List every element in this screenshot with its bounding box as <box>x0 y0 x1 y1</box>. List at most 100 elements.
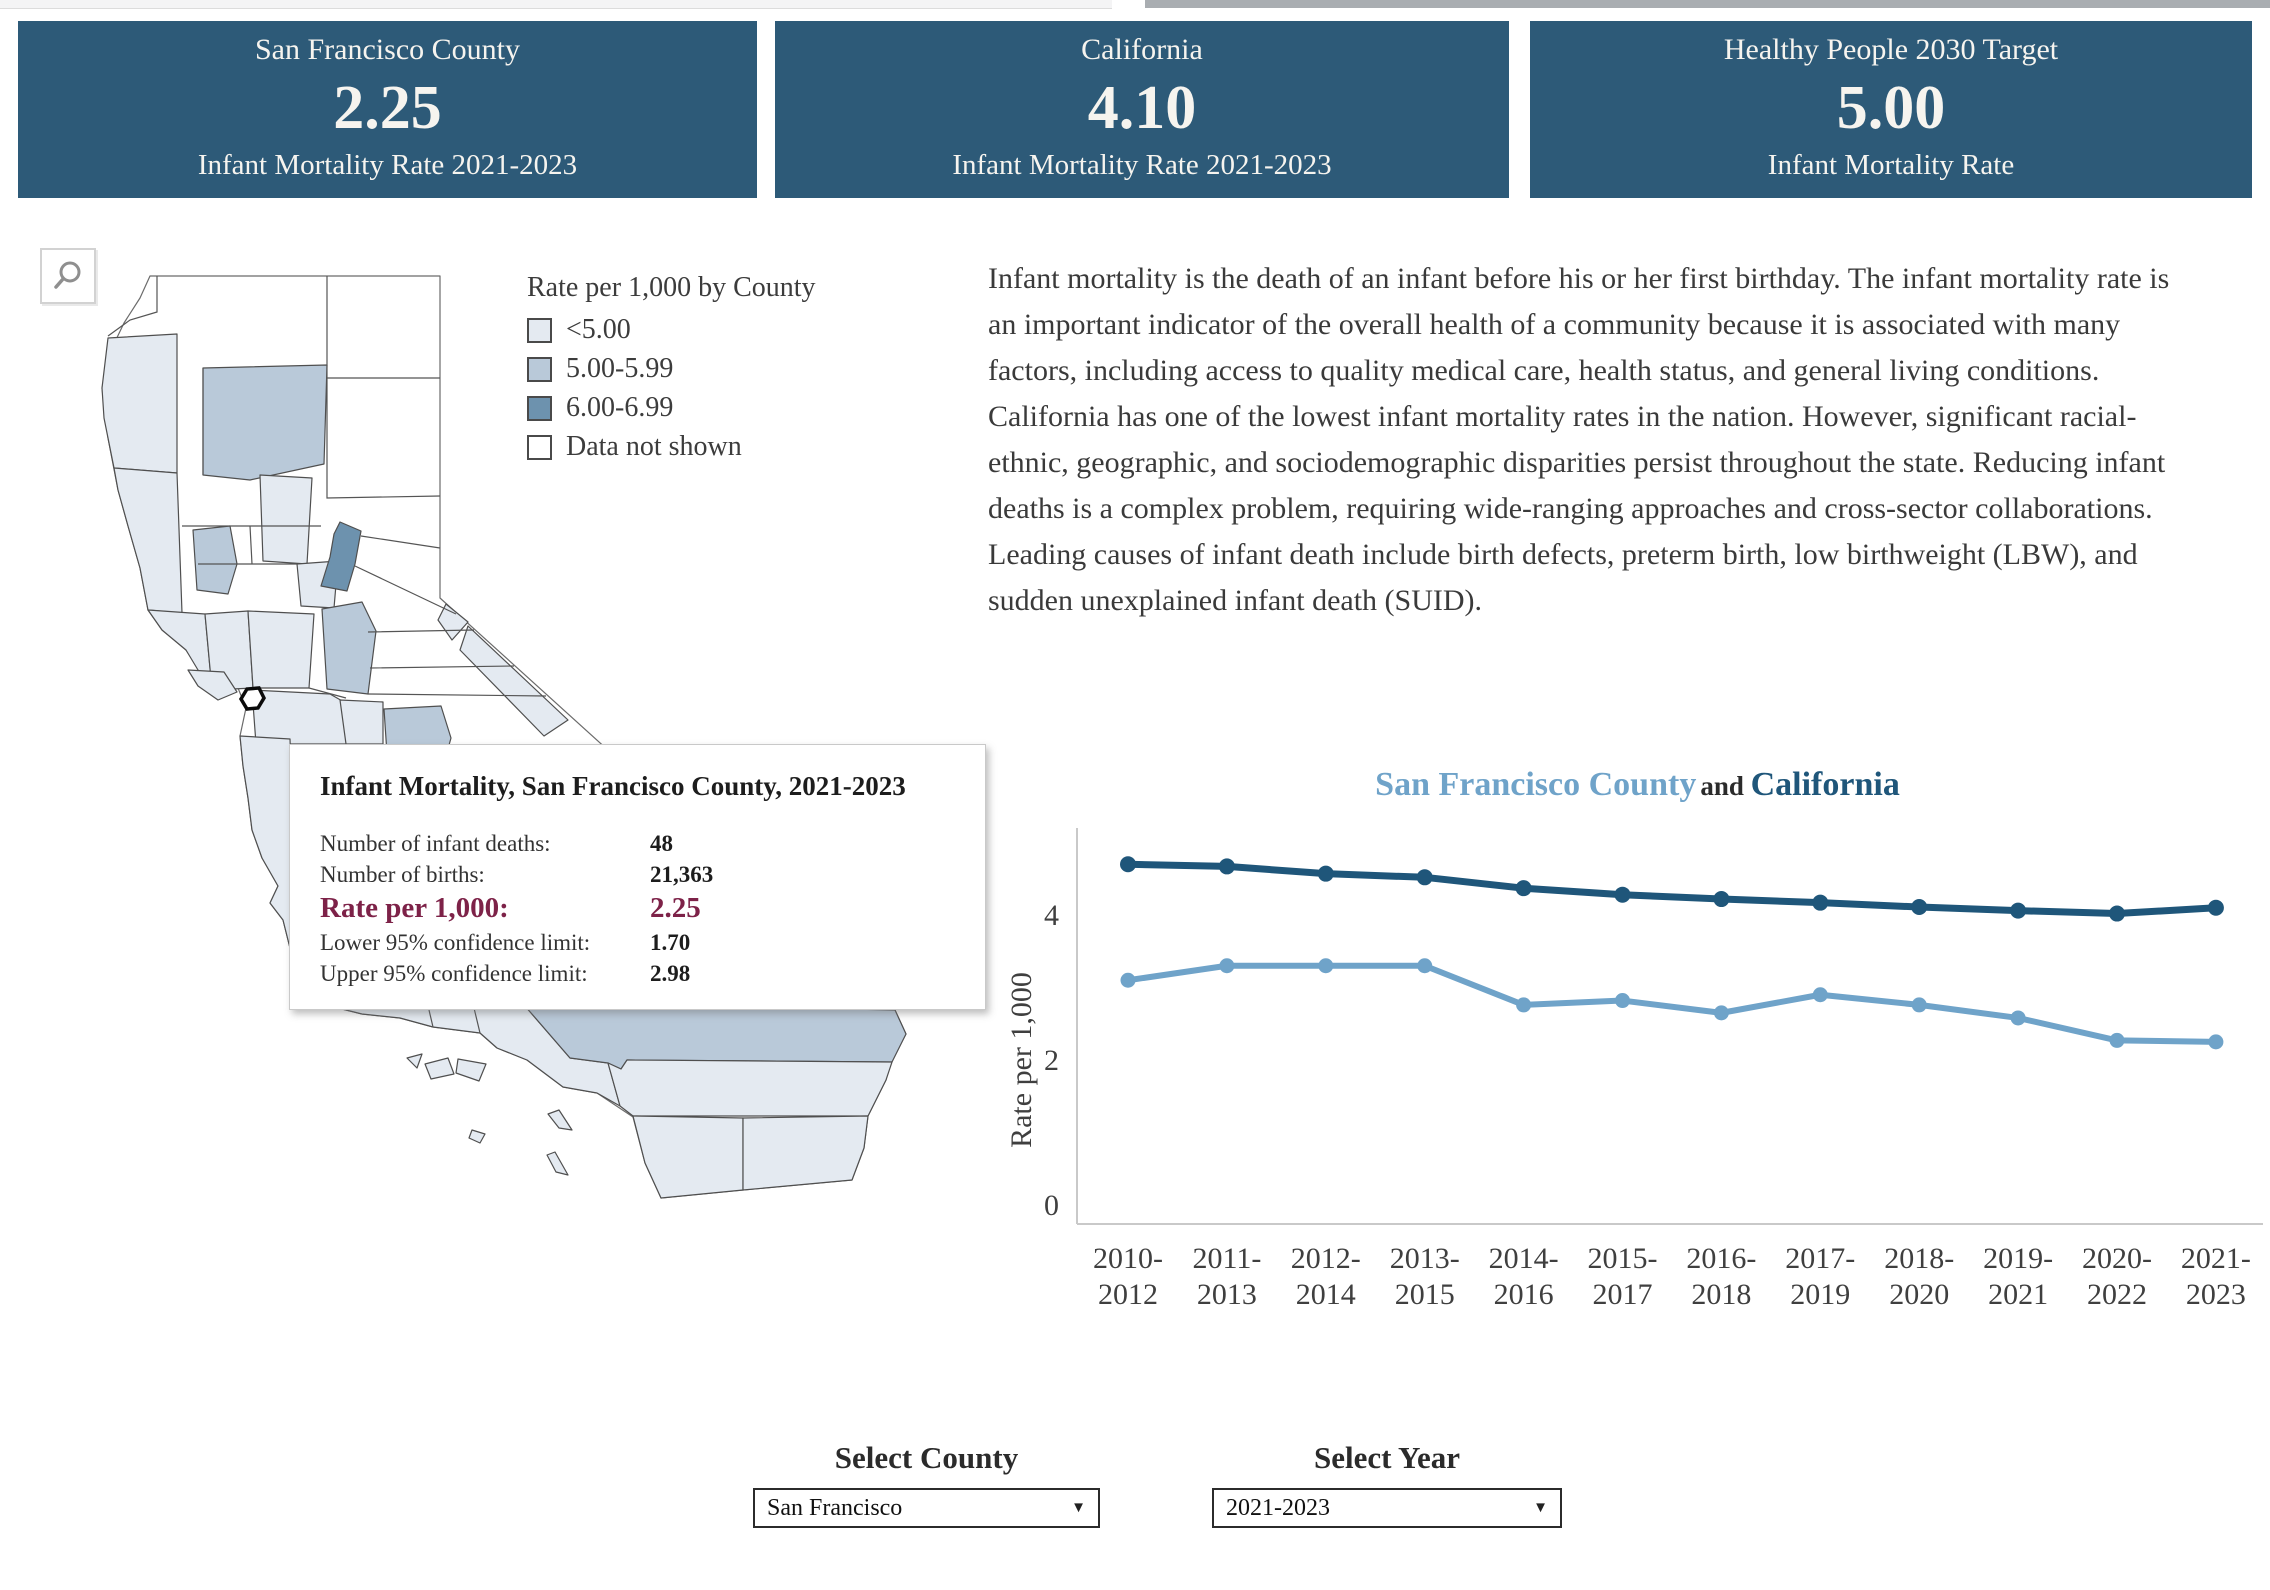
y-tick-label: 0 <box>1044 1189 1059 1222</box>
county-shape[interactable] <box>546 1151 569 1176</box>
county-shape[interactable] <box>202 364 328 481</box>
top-scroll-strip-right[interactable] <box>1145 0 2270 8</box>
tooltip-row-value: 48 <box>650 831 673 856</box>
x-tick-label: 2018-2020 <box>1884 1242 1954 1311</box>
description-text: Infant mortality is the death of an infa… <box>988 262 2170 617</box>
county-shape[interactable] <box>547 1109 573 1131</box>
data-point-california[interactable] <box>1218 858 1235 875</box>
data-point-california[interactable] <box>2010 902 2027 919</box>
legend-item[interactable]: 6.00-6.99 <box>527 392 816 424</box>
data-point-san-francisco[interactable] <box>2109 1032 2125 1048</box>
data-point-california[interactable] <box>1515 880 1532 897</box>
data-point-san-francisco[interactable] <box>1219 958 1235 974</box>
county-shape[interactable] <box>607 1059 893 1117</box>
data-point-california[interactable] <box>1911 899 1928 916</box>
data-point-san-francisco[interactable] <box>1713 1005 1729 1021</box>
tooltip-row: Number of infant deaths: 48 <box>320 828 955 859</box>
select-year-label: Select Year <box>1313 1440 1461 1475</box>
select-county-label: Select County <box>834 1440 1019 1475</box>
tooltip-row-label: Upper 95% confidence limit: <box>320 961 588 986</box>
trend-line-chart: 0 2 4 Rate per 1,000 2010-2012 2011-2013 2012-… <box>1005 828 2263 1311</box>
kpi-subtitle: Infant Mortality Rate 2021-2023 <box>197 149 578 181</box>
county-san-francisco-selected[interactable] <box>238 686 266 711</box>
data-point-san-francisco[interactable] <box>1120 972 1136 988</box>
y-tick-label: 4 <box>1044 899 1059 932</box>
chart-title: San Francisco County and California <box>1005 766 2270 804</box>
county-shape[interactable] <box>339 699 384 745</box>
county-shape[interactable] <box>259 474 313 565</box>
select-year-dropdown[interactable]: 2021-2023 ▼ <box>1212 1488 1562 1528</box>
county-shape[interactable] <box>632 1115 744 1199</box>
y-axis-title: Rate per 1,000 <box>1005 972 1038 1148</box>
kpi-card-california: California 4.10 Infant Mortality Rate 20… <box>775 21 1509 198</box>
county-shape[interactable] <box>459 625 569 737</box>
x-tick-label: 2017-2019 <box>1785 1242 1855 1311</box>
data-point-san-francisco[interactable] <box>1911 997 1927 1013</box>
data-point-california[interactable] <box>2207 899 2224 916</box>
county-shape[interactable] <box>101 333 178 474</box>
y-tick-label: 2 <box>1044 1044 1059 1077</box>
data-point-san-francisco[interactable] <box>1516 997 1532 1013</box>
top-scroll-strip-left <box>0 0 1112 9</box>
county-shape[interactable] <box>113 467 183 614</box>
data-point-san-francisco[interactable] <box>1812 987 1828 1003</box>
county-shape[interactable] <box>187 669 238 701</box>
tooltip-row: Number of births: 21,363 <box>320 859 955 890</box>
kpi-subtitle: Infant Mortality Rate <box>1767 149 2015 181</box>
select-county-dropdown[interactable]: San Francisco ▼ <box>753 1488 1100 1528</box>
tooltip-row-label: Number of infant deaths: <box>320 831 551 856</box>
county-shape[interactable] <box>247 610 315 689</box>
data-point-california[interactable] <box>1120 856 1136 873</box>
data-point-california[interactable] <box>1713 891 1730 908</box>
chart-title-county: San Francisco County <box>1375 766 1697 803</box>
tooltip-row-value: 1.70 <box>650 930 691 955</box>
data-point-san-francisco[interactable] <box>2010 1010 2026 1026</box>
chevron-down-icon: ▼ <box>1533 1499 1548 1516</box>
map-legend-title: Rate per 1,000 by County <box>527 272 816 303</box>
county-shape[interactable] <box>406 1053 423 1069</box>
data-point-california[interactable] <box>1416 869 1433 886</box>
kpi-title: San Francisco County <box>255 33 520 66</box>
x-tick-label: 2020-2022 <box>2082 1242 2152 1311</box>
x-tick-label: 2013-2015 <box>1390 1242 1460 1311</box>
county-shape[interactable] <box>468 1129 486 1144</box>
x-tick-label: 2019-2021 <box>1983 1242 2053 1311</box>
legend-item[interactable]: Data not shown <box>527 431 816 463</box>
data-point-san-francisco[interactable] <box>1318 958 1334 974</box>
chart-title-and: and <box>1700 771 1744 801</box>
data-point-california[interactable] <box>1317 865 1334 882</box>
data-point-california[interactable] <box>1614 886 1631 903</box>
county-shape[interactable] <box>519 1001 907 1070</box>
county-shape[interactable] <box>437 603 469 641</box>
data-point-san-francisco[interactable] <box>1615 993 1630 1009</box>
legend-swatch <box>527 356 552 382</box>
tooltip-row: Upper 95% confidence limit: 2.98 <box>320 958 955 989</box>
tooltip-row-label: Rate per 1,000: <box>320 892 509 924</box>
x-tick-label: 2014-2016 <box>1489 1242 1559 1311</box>
tooltip-row-value: 2.98 <box>650 961 691 986</box>
map-tooltip: Infant Mortality, San Francisco County, … <box>289 744 986 1010</box>
data-point-california[interactable] <box>2109 905 2125 922</box>
tooltip-row: Rate per 1,000: 2.25 <box>320 890 955 927</box>
chevron-down-icon: ▼ <box>1071 1499 1086 1516</box>
legend-swatch <box>527 317 552 343</box>
kpi-value: 4.10 <box>1087 74 1197 142</box>
legend-swatch <box>527 434 552 460</box>
data-point-california[interactable] <box>1812 894 1829 911</box>
tooltip-row-value: 2.25 <box>650 892 701 924</box>
county-shape[interactable] <box>320 521 362 592</box>
county-shape[interactable] <box>424 1057 455 1080</box>
data-point-san-francisco[interactable] <box>1417 958 1433 974</box>
legend-item[interactable]: 5.00-5.99 <box>527 353 816 385</box>
county-shape[interactable] <box>455 1058 487 1082</box>
county-shape[interactable] <box>321 601 377 695</box>
chart-title-california: California <box>1750 766 1900 803</box>
legend-item[interactable]: <5.00 <box>527 314 816 346</box>
map-tooltip-title: Infant Mortality, San Francisco County, … <box>320 771 906 801</box>
county-shape[interactable] <box>742 1115 869 1191</box>
map-search-button[interactable] <box>40 248 96 304</box>
legend-label: <5.00 <box>566 314 631 345</box>
data-point-san-francisco[interactable] <box>2208 1034 2224 1050</box>
county-shape[interactable] <box>192 525 238 595</box>
